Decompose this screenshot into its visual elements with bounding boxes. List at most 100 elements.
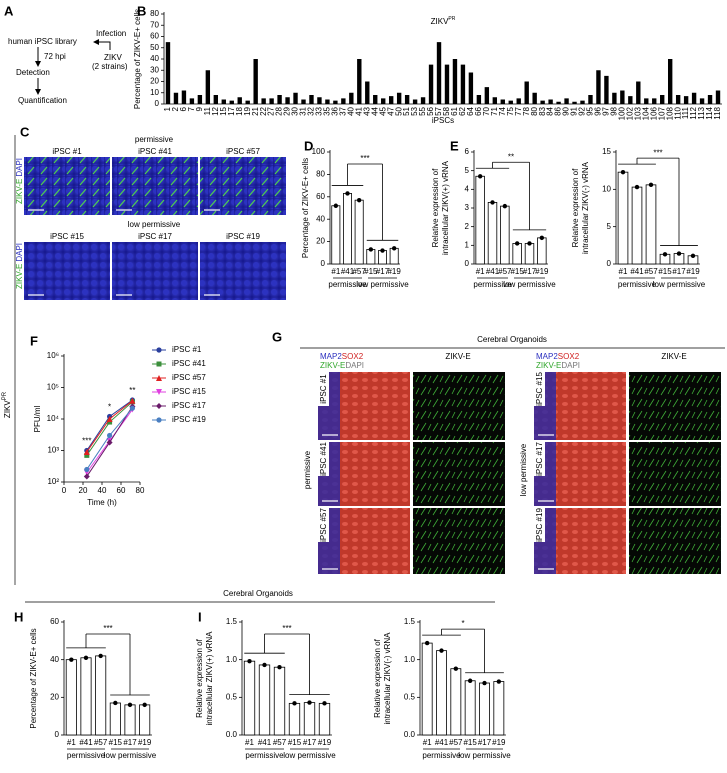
bar [95,655,107,736]
bar [189,98,195,104]
micrograph-header [534,508,545,542]
y-tick-label: 0 [607,259,612,268]
data-point [391,246,397,251]
y-tick-label: 1 [465,240,470,249]
stain-dapi: DAPI [561,361,580,370]
bar [288,702,301,736]
y-tick-label: 0 [321,259,326,268]
y-tick-label: 1.5 [226,617,238,626]
data-point [345,191,350,196]
data-point [676,251,682,256]
y-tick-label: 100 [312,147,326,156]
group-label: permissive [303,450,312,489]
chart-title: ZIKVPR [431,16,456,26]
bar [500,99,505,104]
significance: ** [508,152,514,161]
image-label: iPSC #15 [50,232,84,241]
significance: *** [360,154,369,163]
bar [476,95,482,104]
bar [181,90,187,104]
x-tick-label: 33 [315,106,324,115]
y-tick-label: 3 [465,203,470,212]
bar [631,186,643,265]
x-tick-label: #57 [273,738,287,747]
bar [318,702,331,736]
bar [428,64,434,104]
y-axis-label: Relative expression of [431,168,440,247]
x-tick-label: 6 [179,106,188,111]
group-label: low permissive [283,751,336,760]
image-label: iPSC #19 [226,232,260,241]
x-tick-label: #17 [376,267,390,276]
bar [604,75,609,104]
section-title: Cerebral Organoids [223,589,293,598]
stain-label: MAP2SOX2 [536,352,580,361]
x-tick-label: 44 [370,106,379,115]
panel-letter: E [450,138,459,153]
x-tick-label: #19 [387,267,401,276]
bar [484,87,490,104]
data-point [69,657,74,662]
micrograph-header [24,147,110,157]
x-tick-label: 106 [649,106,658,120]
data-point [83,655,89,660]
data-point [333,203,339,208]
x-tick-label: 27 [267,106,276,115]
legend-label: iPSC #15 [172,387,206,396]
bar [388,96,394,104]
bar [436,42,442,104]
x-tick-label: 19 [243,106,252,115]
bar [628,96,633,104]
image-label: iPSC #1 [52,147,82,156]
bar [715,90,721,104]
stain-sox2: SOX2 [342,352,364,361]
legend-label: iPSC #41 [172,359,206,368]
y-tick-label: 15 [602,147,611,156]
x-tick-label: 74 [498,106,507,115]
bar [333,100,338,104]
significance: ** [129,386,135,395]
diagram-label: Infection [96,29,126,38]
bar [213,95,219,104]
significance: *** [82,437,91,446]
x-axis-label: iPSCs [432,116,454,125]
x-tick-label: #57 [498,267,512,276]
bar [301,99,306,104]
data-point [127,702,133,708]
y-axis-label: intracellular ZIKV(+) vRNA [205,631,214,726]
x-tick-label: 29 [283,106,292,115]
stain-sox2: SOX2 [558,352,580,361]
x-tick-label: 102 [625,106,634,120]
marker [84,452,90,458]
data-point [690,253,696,258]
diagram-label: Detection [16,68,50,77]
x-tick-label: 75 [506,106,515,115]
panel-letter: C [20,124,30,139]
bar [652,98,657,104]
bar [450,668,462,736]
micrograph [413,442,505,506]
y-axis-label: intracellular ZIKV(+) vRNA [441,160,450,255]
row-label: iPSC #1 [319,374,328,404]
y-tick-label: 70 [150,20,159,29]
y-tick-label: 10⁶ [47,351,59,360]
y-tick-label: 80 [150,9,159,18]
y-axis-label: Percentage of ZIKV-E+ cells [301,158,310,258]
y-tick-label: 4 [465,184,470,193]
x-tick-label: #41 [486,267,500,276]
x-tick-label: 17 [227,106,236,115]
bar [537,237,547,265]
x-tick-label: 104 [641,106,650,120]
y-tick-label: 10 [150,88,159,97]
bar [343,193,352,265]
group-label: low permissive [104,751,157,760]
data-point [527,241,532,246]
y-tick-label: 1.5 [404,617,416,626]
x-tick-label: 107 [657,106,666,120]
bar [460,64,466,104]
bar [468,72,474,104]
bar [317,97,322,104]
x-tick-label: 70 [482,106,491,115]
bar [475,175,485,265]
group-label: low permissive [519,443,528,496]
